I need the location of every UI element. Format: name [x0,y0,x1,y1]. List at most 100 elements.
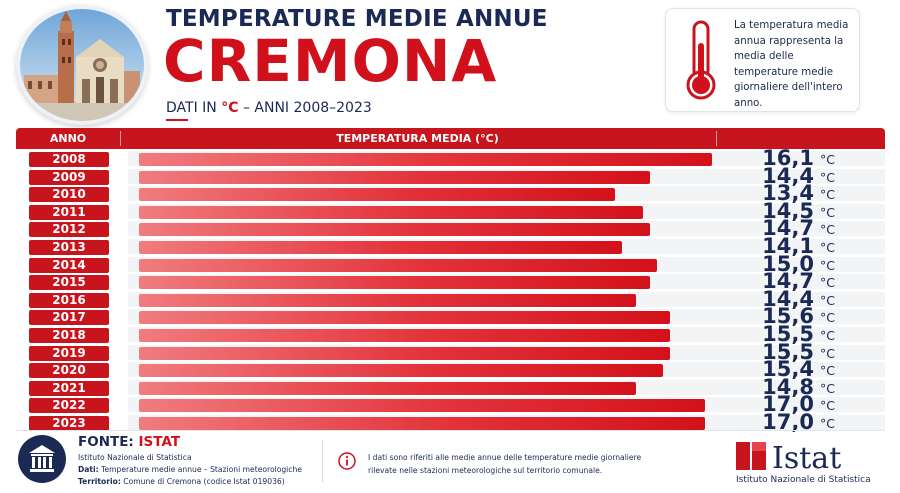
year-label: 2016 [29,292,109,308]
value-label: 15,5 [762,322,814,346]
chart-row: 2011 14,5 °C [16,198,885,223]
chart-row: 2021 14,8 °C [16,376,885,398]
year-label: 2021 [29,380,109,396]
year-label: 2020 [29,363,109,379]
value-label: 15,0 [762,251,814,276]
unit-label: °C [820,328,835,343]
chart-row: 2013 14,1 °C [16,234,885,258]
subtitle-suffix: – ANNI 2008–2023 [238,100,372,116]
istat-logo-text: Istat [772,441,841,473]
year-label: 2011 [29,204,109,220]
temperature-bar [139,381,636,395]
page-title-small: TEMPERATURE MEDIE ANNUE [166,6,548,32]
year-label: 2019 [29,345,109,361]
temperature-bar [139,223,650,237]
value-label: 15,5 [762,339,814,364]
table-header: ANNO TEMPERATURA MEDIA (°C) [16,128,885,149]
year-label: 2022 [29,398,109,414]
temperature-bar [139,188,615,202]
page-subtitle: DATI IN °C – ANNI 2008–2023 [166,100,372,116]
value-label: 15,6 [762,304,814,329]
value-label: 16,1 [762,146,814,170]
value-label: 14,4 [762,286,814,311]
temperature-bar [139,311,670,325]
value-label: 14,4 [762,163,814,188]
year-label: 2018 [29,328,109,343]
dati-value: Temperature medie annue – Stazioni meteo… [101,465,302,474]
info-icon [338,452,356,470]
info-box: La temperatura media annua rappresenta l… [665,8,860,112]
value-label: 14,1 [762,234,814,258]
territorio-value: Comune di Cremona (codice Istat 019036) [123,477,285,486]
year-label: 2017 [29,310,109,326]
temperature-bar [139,276,650,290]
temperature-bar [139,170,650,184]
temperature-bar [139,417,705,430]
unit-label: °C [820,222,835,238]
year-label: 2008 [29,152,109,167]
header-divider [716,131,717,146]
unit-label: °C [820,240,835,255]
unit-label: °C [820,398,835,414]
chart-row: 2008 16,1 °C [16,146,885,170]
temperature-bar [139,205,643,219]
footer-divider [16,430,885,431]
thermometer-icon [686,20,716,100]
chart-row: 2015 14,7 °C [16,269,885,294]
source-org: Istituto Nazionale di Statistica [78,453,192,462]
unit-label: °C [820,187,835,203]
chart-row: 2017 15,6 °C [16,304,885,329]
column-header-year: ANNO [49,132,87,145]
unit-label: °C [820,169,835,185]
unit-label: °C [820,363,835,379]
subtitle-underline [166,119,188,121]
column-header-temperature: TEMPERATURA MEDIA (°C) [336,132,499,145]
value-label: 14,5 [762,198,814,223]
chart-row: 2023 17,0 °C [16,411,885,433]
info-text: La temperatura media annua rappresenta l… [734,20,849,109]
subtitle-unit: °C [221,100,239,116]
temperature-bar [139,258,657,272]
unit-label: °C [820,380,835,396]
temperature-bar [139,241,622,254]
page-title-city: CREMONA [163,27,498,95]
year-label: 2013 [29,240,109,255]
chart-row: 2022 17,0 °C [16,392,885,417]
value-label: 17,0 [762,392,814,417]
temperature-bar [139,293,636,307]
temperature-bar [139,399,705,413]
istat-logo-subtitle: Istituto Nazionale di Statistica [736,475,871,485]
value-label: 14,7 [762,216,814,241]
temperature-bar [139,329,670,342]
unit-label: °C [820,204,835,220]
chart-row: 2009 14,4 °C [16,163,885,188]
year-label: 2023 [29,416,109,431]
source-prefix: FONTE: [78,434,134,450]
chart-row: 2018 15,5 °C [16,322,885,346]
header-divider [120,131,121,146]
source-territorio: Territorio: Comune di Cremona (codice Is… [78,477,285,486]
temperature-bar [139,364,663,378]
source-dati: Dati: Temperature medie annue – Stazioni… [78,465,302,474]
unit-label: °C [820,310,835,326]
subtitle-prefix: DATI IN [166,100,222,116]
source-name: ISTAT [138,434,181,450]
footnote: I dati sono riferiti alle medie annue de… [368,453,642,475]
chart-row: 2016 14,4 °C [16,286,885,311]
unit-label: °C [820,345,835,361]
territorio-label: Territorio: [78,477,121,486]
value-label: 13,4 [762,181,814,206]
dati-label: Dati: [78,465,99,474]
unit-label: °C [820,152,835,167]
unit-label: °C [820,257,835,273]
chart-row: 2020 15,4 °C [16,357,885,382]
chart-row: 2010 13,4 °C [16,181,885,206]
chart-row: 2014 15,0 °C [16,251,885,276]
year-label: 2014 [29,257,109,273]
value-label: 14,7 [762,269,814,294]
unit-label: °C [820,292,835,308]
chart-row: 2019 15,5 °C [16,339,885,364]
cremona-cathedral-illustration [20,9,144,121]
value-label: 15,4 [762,357,814,382]
year-label: 2015 [29,275,109,291]
